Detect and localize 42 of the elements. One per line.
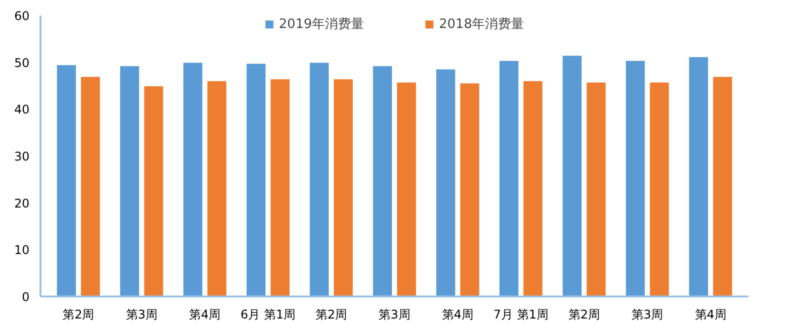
bar — [626, 60, 645, 296]
y-tick-label: 20 — [14, 196, 30, 210]
legend-label: 2019年消费量 — [278, 16, 364, 33]
x-tick-label: 第2周 — [568, 308, 600, 322]
bar — [689, 57, 708, 296]
bar — [56, 65, 76, 296]
bar — [397, 82, 416, 296]
bar — [499, 60, 518, 296]
bar — [650, 82, 669, 296]
bar — [586, 82, 606, 296]
x-tick-label: 第3周 — [378, 308, 410, 322]
bar — [334, 79, 353, 296]
x-tick-label: 6月 第1周 — [240, 308, 296, 322]
x-tick-label: 第2周 — [315, 308, 348, 322]
bar — [523, 81, 542, 296]
x-tick-label: 第4周 — [189, 308, 221, 322]
bar — [120, 66, 140, 296]
bar — [246, 64, 266, 296]
y-tick-label: 50 — [14, 56, 30, 70]
x-tick-label: 第3周 — [126, 308, 158, 322]
bar — [183, 62, 202, 296]
x-tick-label: 第3周 — [632, 308, 664, 322]
x-tick-label: 第4周 — [442, 308, 474, 322]
y-tick-label: 0 — [22, 290, 30, 304]
bar — [373, 66, 392, 296]
y-tick-label: 40 — [14, 102, 30, 117]
bar — [207, 81, 226, 296]
y-tick-label: 60 — [14, 9, 30, 23]
y-tick-label: 10 — [14, 243, 30, 258]
bar — [713, 76, 732, 296]
x-tick-label: 第2周 — [62, 308, 94, 322]
bar — [310, 62, 329, 296]
bar — [80, 76, 100, 296]
x-tick-label: 7月 第1周 — [493, 308, 548, 322]
y-tick-label: 30 — [14, 150, 30, 164]
bar — [436, 69, 456, 296]
x-tick-label: 第4周 — [694, 308, 726, 322]
bar — [144, 86, 164, 296]
bar — [460, 83, 480, 296]
bar — [562, 56, 582, 296]
legend-label: 2018年消费量 — [439, 16, 524, 33]
bar — [270, 79, 290, 296]
